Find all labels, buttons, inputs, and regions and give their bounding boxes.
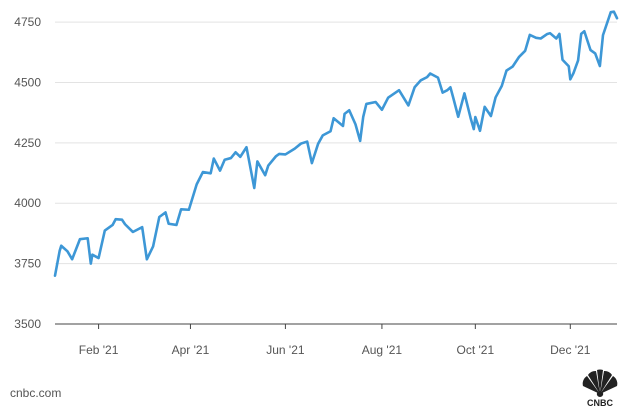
y-tick-label: 4250	[14, 136, 41, 150]
y-tick-label: 4750	[14, 15, 41, 29]
series-line	[53, 10, 619, 277]
logo-text: CNBC	[587, 398, 613, 408]
y-tick-label: 3500	[14, 317, 41, 331]
axes	[55, 323, 617, 329]
x-tick-label: Dec '21	[550, 343, 591, 357]
tick-labels: 3500 3750 4000 4250 4500 4750 Feb '21 Apr '21 Ju…	[14, 15, 590, 357]
x-tick-label: Jun '21	[266, 343, 305, 357]
gridlines	[55, 21, 617, 265]
cnbc-peacock-logo: CNBC	[582, 369, 618, 408]
y-tick-label: 3750	[14, 257, 41, 271]
source-credit: cnbc.com	[10, 386, 62, 400]
x-tick-label: Oct '21	[457, 343, 495, 357]
x-tick-label: Feb '21	[79, 343, 119, 357]
y-tick-label: 4000	[14, 196, 41, 210]
x-tick-label: Apr '21	[172, 343, 210, 357]
series-layer	[53, 10, 619, 277]
x-tick-label: Aug '21	[362, 343, 403, 357]
y-tick-label: 4500	[14, 75, 41, 89]
